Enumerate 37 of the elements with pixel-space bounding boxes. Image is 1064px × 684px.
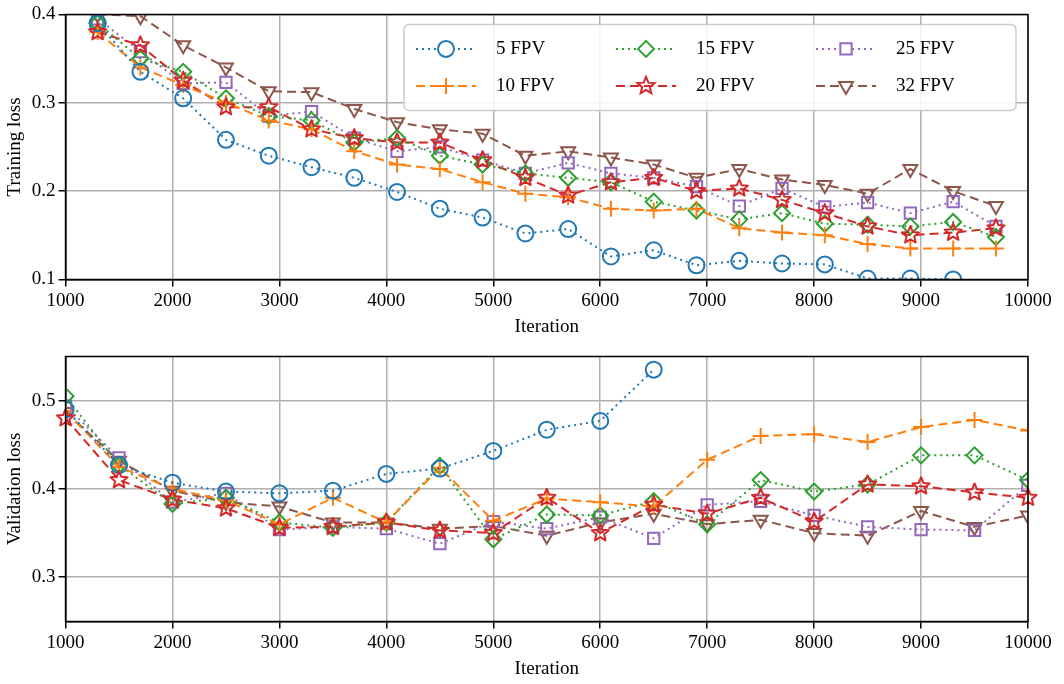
y-tick-label: 0.3 [31, 90, 56, 112]
legend-label: 20 FPV [696, 73, 755, 95]
y-tick-label: 0.4 [31, 476, 57, 498]
x-tick-label: 6000 [581, 288, 620, 310]
x-tick-label: 5000 [474, 288, 513, 310]
x-axis-title: Iteration [514, 314, 580, 336]
x-tick-label: 9000 [902, 288, 941, 310]
legend-label: 5 FPV [496, 36, 546, 58]
x-tick-label: 8000 [795, 288, 834, 310]
legend-label: 25 FPV [896, 36, 955, 58]
x-tick-label: 6000 [581, 630, 620, 652]
y-axis-title: Training loss [3, 97, 25, 197]
x-tick-label: 7000 [688, 288, 727, 310]
x-tick-label: 1000 [46, 288, 85, 310]
x-tick-label: 3000 [260, 288, 299, 310]
x-tick-label: 1000 [46, 630, 85, 652]
y-tick-label: 0.3 [31, 565, 56, 587]
x-tick-label: 10000 [1004, 288, 1052, 310]
x-axis-title: Iteration [514, 656, 580, 678]
y-tick-label: 0.2 [31, 179, 56, 201]
y-tick-label: 0.5 [31, 388, 56, 410]
legend-label: 10 FPV [496, 73, 555, 95]
y-axis-title: Validation loss [3, 432, 25, 546]
x-tick-label: 8000 [795, 630, 834, 652]
x-tick-label: 10000 [1004, 630, 1052, 652]
x-tick-label: 4000 [367, 288, 406, 310]
x-tick-label: 7000 [688, 630, 727, 652]
legend-label: 32 FPV [896, 73, 955, 95]
y-tick-label: 0.1 [31, 267, 56, 289]
y-tick-label: 0.4 [31, 2, 57, 24]
legend-label: 15 FPV [696, 36, 755, 58]
x-tick-label: 2000 [153, 288, 192, 310]
x-tick-label: 4000 [367, 630, 406, 652]
x-tick-label: 2000 [153, 630, 192, 652]
x-tick-label: 5000 [474, 630, 513, 652]
x-tick-label: 3000 [260, 630, 299, 652]
x-tick-label: 9000 [902, 630, 941, 652]
